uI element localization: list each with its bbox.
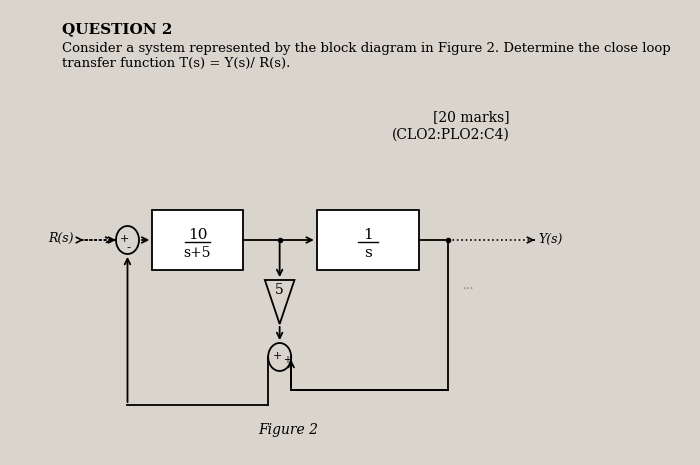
- Text: ...: ...: [463, 279, 475, 292]
- Text: 1: 1: [363, 228, 373, 242]
- Text: (CLO2:PLO2:C4): (CLO2:PLO2:C4): [392, 128, 510, 142]
- Text: 5: 5: [275, 283, 284, 297]
- Text: +: +: [283, 355, 291, 365]
- Text: -: -: [126, 242, 130, 252]
- FancyBboxPatch shape: [152, 210, 243, 270]
- Text: QUESTION 2: QUESTION 2: [62, 22, 172, 36]
- Text: Consider a system represented by the block diagram in Figure 2. Determine the cl: Consider a system represented by the blo…: [62, 42, 671, 70]
- Text: R(s): R(s): [48, 232, 74, 245]
- Text: 10: 10: [188, 228, 207, 242]
- Text: Y(s): Y(s): [539, 232, 563, 246]
- Text: s+5: s+5: [183, 246, 211, 260]
- FancyBboxPatch shape: [316, 210, 419, 270]
- Text: Figure 2: Figure 2: [258, 423, 318, 437]
- Text: s: s: [364, 246, 372, 260]
- Text: +: +: [272, 351, 282, 361]
- Text: [20 marks]: [20 marks]: [433, 110, 510, 124]
- Text: +: +: [120, 234, 129, 244]
